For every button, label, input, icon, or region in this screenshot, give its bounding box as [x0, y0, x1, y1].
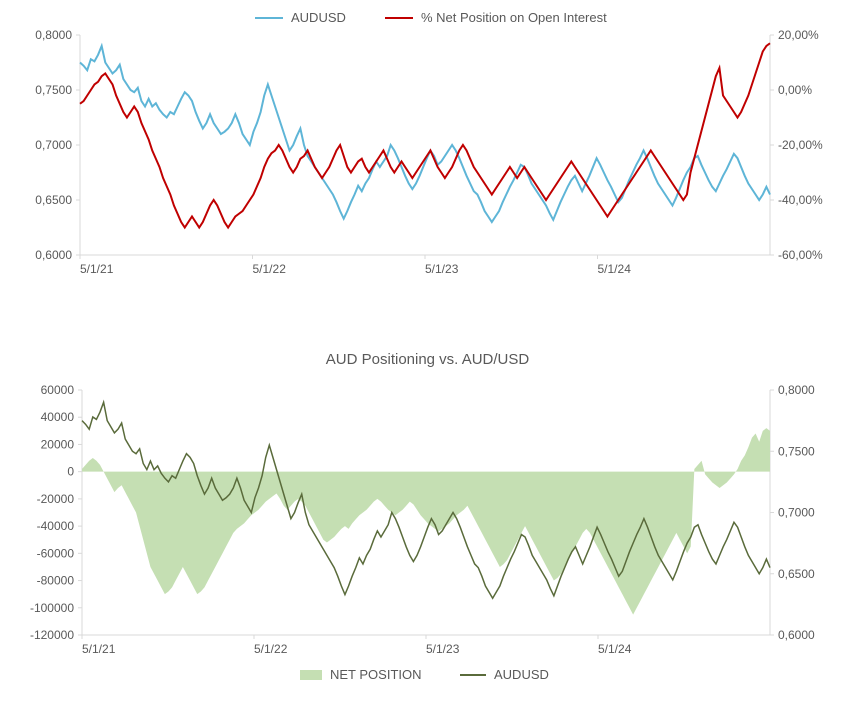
y-left-tick-label: -120000	[30, 628, 74, 642]
x-tick-label: 5/1/23	[426, 642, 460, 656]
chart-title: AUD Positioning vs. AUD/USD	[326, 351, 530, 368]
y-left-tick-label: -20000	[37, 492, 75, 506]
legend: AUDUSD % Net Position on Open Interest	[255, 10, 607, 25]
series-netpos-pct	[80, 43, 770, 227]
y-right-tick-label: -40,00%	[778, 193, 823, 207]
y-right-tick-label: -60,00%	[778, 248, 823, 262]
legend-label-netpos: NET POSITION	[330, 667, 422, 682]
y-left-tick-label: -100000	[30, 601, 74, 615]
legend-label-netpos: % Net Position on Open Interest	[421, 10, 607, 25]
x-tick-label: 5/1/22	[253, 262, 287, 276]
y-right-tick-label: 20,00%	[778, 28, 819, 42]
y-left-tick-label: 0	[67, 465, 74, 479]
y-left-tick-label: -40000	[37, 519, 75, 533]
chart-aud-positioning: AUD Positioning vs. AUD/USD -120000 -10000…	[0, 350, 855, 690]
x-tick-label: 5/1/24	[598, 642, 632, 656]
legend: NET POSITION AUDUSD	[300, 667, 549, 682]
y-left-tick-label: -80000	[37, 574, 75, 588]
y-left-tick-label: 0,7500	[35, 83, 72, 97]
y-right-tick-label: 0,7000	[778, 506, 815, 520]
y-right-tick-label: 0,7500	[778, 444, 815, 458]
series-audusd	[80, 46, 770, 222]
legend-label-audusd: AUDUSD	[494, 667, 549, 682]
y-left-tick-label: 0,8000	[35, 28, 72, 42]
legend-label-audusd: AUDUSD	[291, 10, 346, 25]
x-tick-label: 5/1/21	[80, 262, 114, 276]
x-tick-label: 5/1/24	[598, 262, 632, 276]
y-left-tick-label: 0,6500	[35, 193, 72, 207]
y-left-tick-label: 0,7000	[35, 138, 72, 152]
chart-audusd-netpos-pct: 0,6000 0,6500 0,7000 0,7500 0,8000 -60,00% -40…	[0, 0, 855, 290]
x-tick-label: 5/1/23	[425, 262, 459, 276]
y-right-tick-label: 0,8000	[778, 383, 815, 397]
y-left-tick-label: 60000	[41, 383, 75, 397]
y-left-tick-label: 20000	[41, 437, 75, 451]
legend-swatch-netpos	[300, 670, 322, 680]
x-tick-label: 5/1/21	[82, 642, 116, 656]
x-tick-label: 5/1/22	[254, 642, 288, 656]
y-right-tick-label: -20,00%	[778, 138, 823, 152]
y-right-tick-label: 0,6000	[778, 628, 815, 642]
y-right-tick-label: 0,00%	[778, 83, 812, 97]
y-left-tick-label: 40000	[41, 410, 75, 424]
y-left-tick-label: -60000	[37, 546, 75, 560]
y-right-tick-label: 0,6500	[778, 567, 815, 581]
y-left-tick-label: 0,6000	[35, 248, 72, 262]
